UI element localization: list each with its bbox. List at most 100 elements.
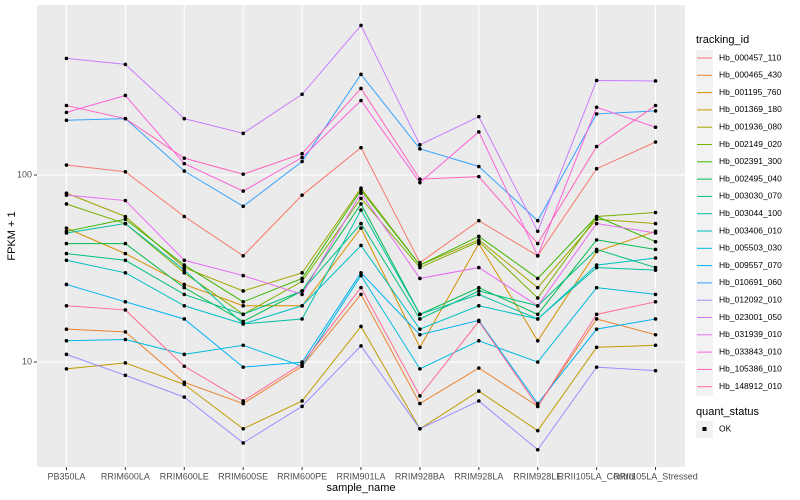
- point: [653, 103, 658, 108]
- point: [182, 317, 187, 321]
- point: [241, 303, 245, 308]
- point: [535, 276, 540, 281]
- point: [359, 324, 363, 329]
- point: [300, 155, 304, 160]
- point: [64, 110, 69, 115]
- point: [64, 226, 69, 230]
- point: [418, 180, 422, 185]
- legend-label: OK: [719, 423, 732, 433]
- point: [418, 327, 422, 331]
- point: [653, 79, 658, 83]
- point: [653, 317, 658, 321]
- point: [359, 273, 363, 278]
- point: [594, 327, 599, 331]
- legend-label: Hb_000465_430: [719, 70, 782, 80]
- point: [653, 210, 658, 215]
- point: [241, 441, 245, 445]
- point: [477, 319, 481, 324]
- point: [300, 271, 304, 275]
- point: [418, 276, 422, 281]
- point: [241, 172, 245, 176]
- point: [359, 285, 363, 290]
- point: [123, 258, 128, 263]
- point: [653, 239, 658, 244]
- point: [182, 265, 187, 270]
- legend-label: Hb_033843_010: [719, 346, 782, 356]
- point: [535, 360, 540, 364]
- point: [594, 247, 599, 252]
- point: [477, 265, 481, 270]
- legend-label: Hb_001369_180: [719, 104, 782, 114]
- legend-label: Hb_002495_040: [719, 173, 782, 183]
- point: [535, 253, 540, 258]
- point: [182, 156, 187, 160]
- point: [594, 263, 599, 267]
- y-tick-label: 10: [22, 356, 32, 366]
- point: [300, 276, 304, 281]
- point: [64, 258, 69, 263]
- point: [653, 256, 658, 260]
- point: [64, 163, 69, 167]
- point: [477, 289, 481, 293]
- point: [477, 285, 481, 290]
- point: [418, 367, 422, 371]
- point: [359, 145, 363, 150]
- point: [418, 177, 422, 181]
- x-tick-label: RRIM928LA: [454, 471, 503, 481]
- point: [653, 332, 658, 337]
- point: [241, 289, 245, 293]
- point: [182, 263, 187, 267]
- point: [653, 292, 658, 297]
- legend-label: Hb_031939_010: [719, 329, 782, 339]
- point: [241, 365, 245, 369]
- legend-label: Hb_001195_760: [719, 87, 782, 97]
- point: [241, 399, 245, 403]
- point: [300, 317, 304, 321]
- point: [477, 389, 481, 393]
- point: [418, 345, 422, 350]
- point: [359, 221, 363, 226]
- point: [535, 303, 540, 308]
- point: [182, 268, 187, 272]
- point: [64, 327, 69, 331]
- legend-label: Hb_003406_010: [719, 225, 782, 235]
- point: [653, 221, 658, 226]
- point: [241, 343, 245, 348]
- x-tick-label: PB350LA: [47, 471, 85, 481]
- legend-label: Hb_000457_110: [719, 52, 782, 62]
- point: [418, 332, 422, 337]
- point: [477, 130, 481, 134]
- point: [359, 188, 363, 192]
- point: [359, 86, 363, 91]
- x-tick-label: RRIM901LA: [336, 471, 385, 481]
- point: [359, 191, 363, 195]
- point: [123, 116, 128, 121]
- point: [182, 214, 187, 219]
- point: [123, 169, 128, 174]
- point: [653, 268, 658, 272]
- point: [241, 312, 245, 317]
- point: [418, 427, 422, 431]
- point: [535, 338, 540, 343]
- point: [535, 317, 540, 321]
- point: [653, 140, 658, 144]
- point: [64, 118, 69, 123]
- point: [594, 217, 599, 222]
- point: [594, 285, 599, 290]
- point: [123, 337, 128, 342]
- point: [300, 289, 304, 293]
- point: [64, 367, 69, 371]
- point: [64, 103, 69, 108]
- point: [359, 226, 363, 230]
- point: [653, 368, 658, 373]
- point: [182, 285, 187, 290]
- point: [300, 361, 304, 366]
- point: [594, 238, 599, 242]
- point: [418, 394, 422, 398]
- x-tick-label: RRIM600SE: [218, 471, 268, 481]
- point: [535, 428, 540, 433]
- point: [418, 317, 422, 321]
- point: [535, 312, 540, 317]
- point: [241, 322, 245, 326]
